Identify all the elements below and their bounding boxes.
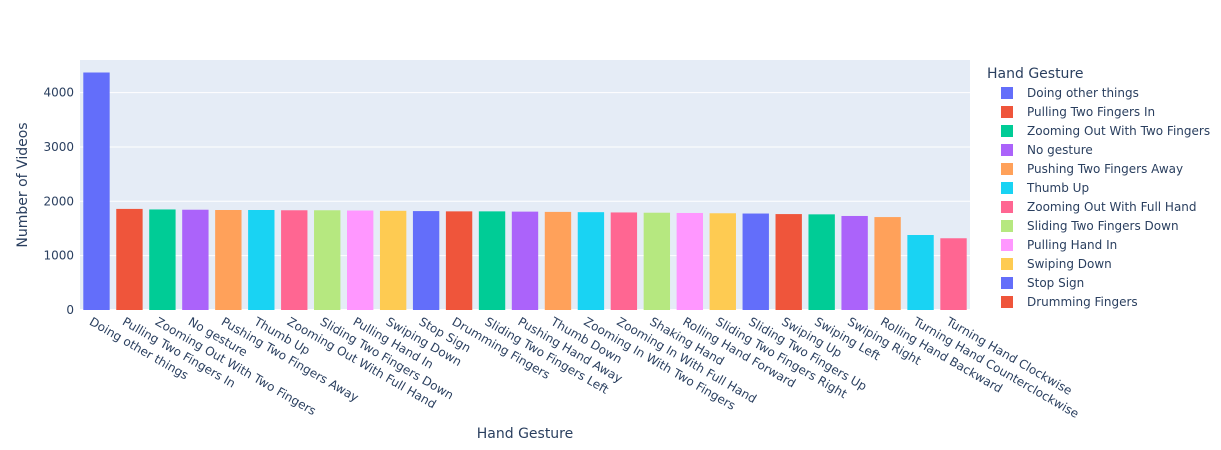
bar-8[interactable]: [314, 210, 341, 310]
y-tick-label: 4000: [43, 86, 74, 100]
bar-7[interactable]: [281, 210, 308, 310]
legend-swatch: [1001, 106, 1013, 118]
legend-item[interactable]: Stop Sign: [1001, 276, 1084, 290]
legend-label: Pushing Two Fingers Away: [1027, 162, 1183, 176]
legend-label: Zooming Out With Full Hand: [1027, 200, 1197, 214]
bar-27[interactable]: [940, 238, 967, 310]
legend-swatch: [1001, 258, 1013, 270]
y-tick-label: 3000: [43, 140, 74, 154]
legend-swatch: [1001, 201, 1013, 213]
bar-5[interactable]: [215, 210, 242, 310]
x-axis-title: Hand Gesture: [477, 426, 574, 442]
y-tick-labels: 0 1000 2000 3000 4000: [43, 86, 74, 317]
y-tick-label: 1000: [43, 249, 74, 263]
legend-swatch: [1001, 163, 1013, 175]
bar-13[interactable]: [478, 211, 506, 310]
bar-26[interactable]: [907, 235, 934, 310]
legend-item[interactable]: No gesture: [1001, 143, 1093, 157]
bar-14[interactable]: [511, 211, 539, 310]
legend-item[interactable]: Pulling Two Fingers In: [1001, 105, 1155, 119]
bar-3[interactable]: [149, 209, 176, 310]
bar-25[interactable]: [874, 217, 901, 310]
bar-18[interactable]: [643, 212, 671, 310]
bar-15[interactable]: [544, 211, 572, 310]
legend-label: Pulling Two Fingers In: [1027, 105, 1155, 119]
bar-1[interactable]: [83, 72, 110, 311]
legend-swatch: [1001, 87, 1013, 99]
bar-11[interactable]: [412, 211, 440, 310]
legend-swatch: [1001, 239, 1013, 251]
bar-22[interactable]: [775, 214, 802, 310]
legend-swatch: [1001, 277, 1013, 289]
legend-label: Pulling Hand In: [1027, 238, 1117, 252]
bar-9[interactable]: [347, 210, 374, 310]
legend-item[interactable]: Sliding Two Fingers Down: [1001, 219, 1179, 233]
legend-title: Hand Gesture: [987, 66, 1084, 82]
bar-21[interactable]: [742, 213, 769, 310]
bar-12[interactable]: [445, 211, 473, 310]
y-axis-title: Number of Videos: [15, 122, 31, 247]
legend-label: No gesture: [1027, 143, 1093, 157]
legend-label: Drumming Fingers: [1027, 295, 1138, 309]
legend-swatch: [1001, 144, 1013, 156]
y-tick-label: 2000: [43, 194, 74, 208]
legend-item[interactable]: Zooming Out With Two Fingers: [1001, 124, 1210, 138]
legend-item[interactable]: Pushing Two Fingers Away: [1001, 162, 1183, 176]
legend-item[interactable]: Pulling Hand In: [1001, 238, 1117, 252]
x-tick-label: Turning Hand Counterclockwise: [910, 314, 1081, 421]
legend[interactable]: Hand Gesture Doing other things Pulling T…: [987, 66, 1210, 309]
legend-label: Swiping Down: [1027, 257, 1112, 271]
bars: [83, 72, 967, 311]
legend-item[interactable]: Doing other things: [1001, 86, 1139, 100]
legend-label: Doing other things: [1027, 86, 1139, 100]
bar-6[interactable]: [248, 210, 275, 310]
legend-swatch: [1001, 296, 1013, 308]
bar-17[interactable]: [610, 212, 638, 310]
bar-10[interactable]: [379, 210, 407, 310]
legend-label: Sliding Two Fingers Down: [1027, 219, 1179, 233]
legend-swatch: [1001, 182, 1013, 194]
bar-2[interactable]: [116, 208, 143, 310]
legend-item[interactable]: Zooming Out With Full Hand: [1001, 200, 1197, 214]
legend-swatch: [1001, 125, 1013, 137]
legend-item[interactable]: Swiping Down: [1001, 257, 1112, 271]
legend-item[interactable]: Thumb Up: [1001, 181, 1089, 195]
bar-16[interactable]: [577, 212, 605, 310]
bar-4[interactable]: [182, 209, 209, 310]
legend-item[interactable]: Drumming Fingers: [1001, 295, 1138, 309]
bar-23[interactable]: [808, 214, 835, 310]
bar-24[interactable]: [841, 215, 868, 310]
y-tick-label: 0: [66, 303, 74, 317]
legend-label: Thumb Up: [1026, 181, 1089, 195]
legend-swatch: [1001, 220, 1013, 232]
legend-label: Zooming Out With Two Fingers: [1027, 124, 1210, 138]
legend-label: Stop Sign: [1027, 276, 1084, 290]
bar-19[interactable]: [676, 212, 703, 310]
bar-20[interactable]: [709, 213, 736, 310]
